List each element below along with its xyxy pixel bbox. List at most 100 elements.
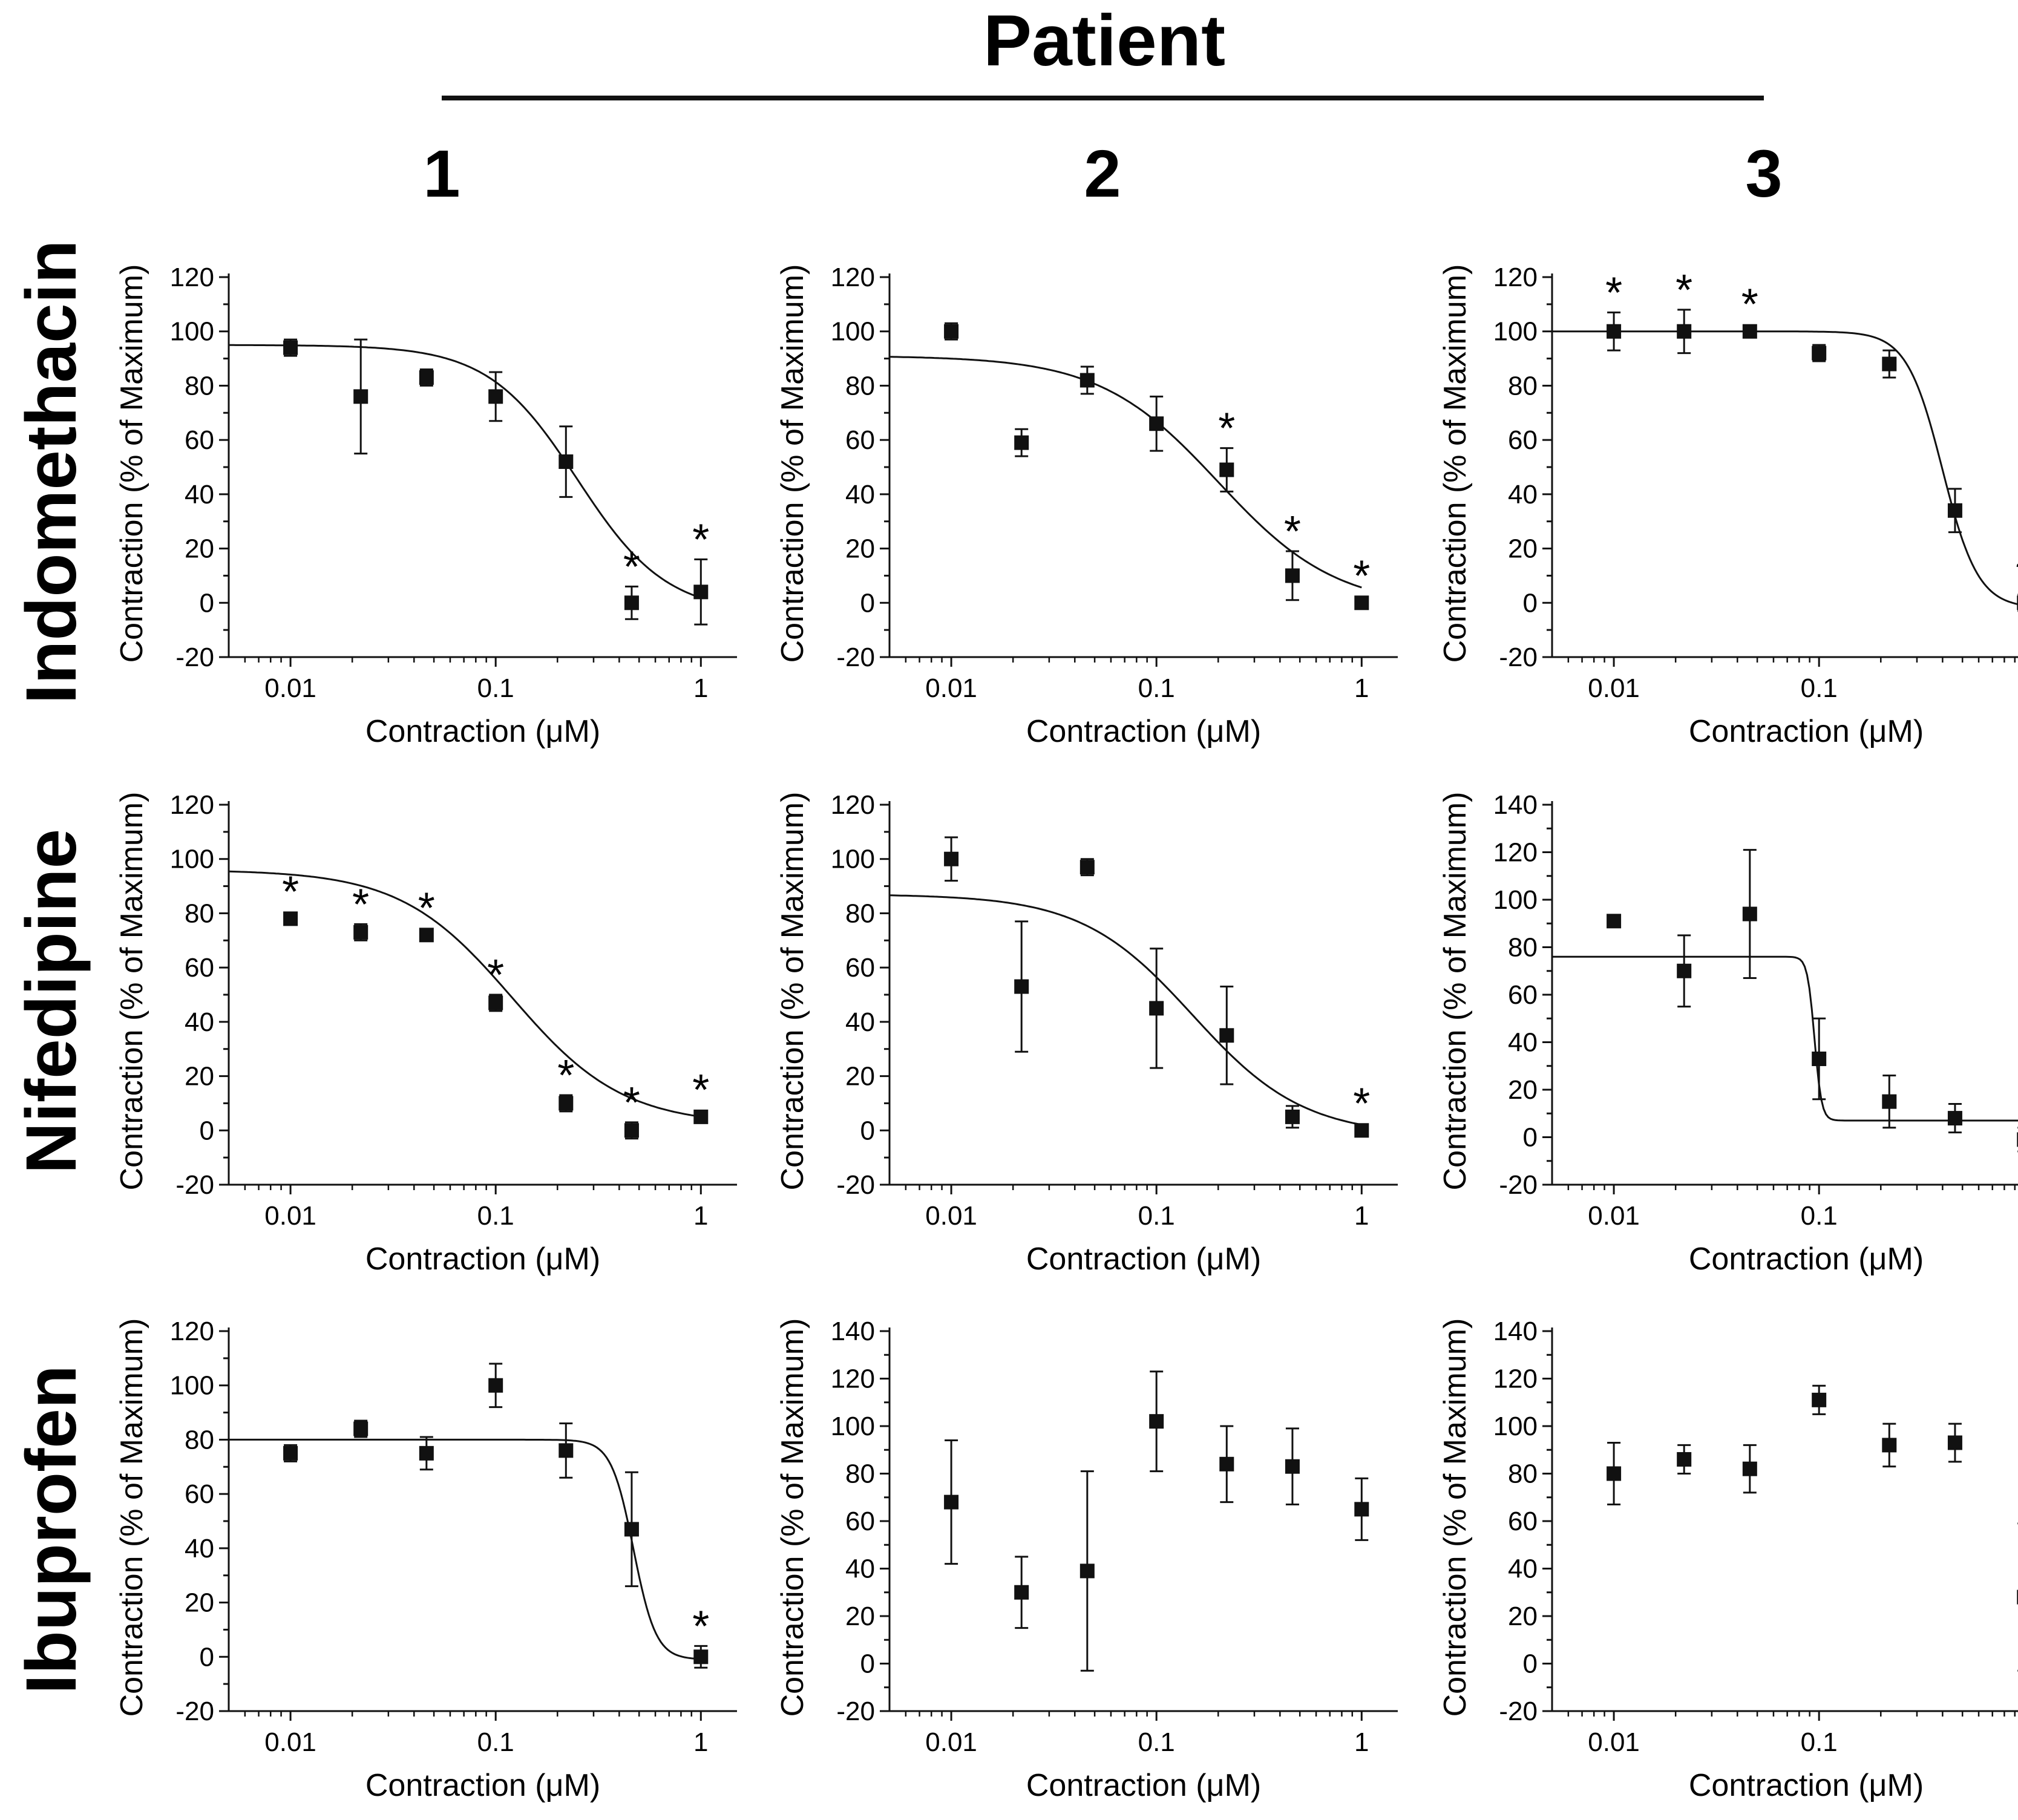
panel-nifedipine-p1-sig-star-1: * bbox=[352, 880, 369, 929]
panel-nifedipine-p2-fit-curve bbox=[889, 894, 1362, 1126]
panel-indomethacin-p1-point-6 bbox=[693, 584, 709, 600]
panel-ibuprofen-p3-point-5 bbox=[1947, 1435, 1962, 1450]
panel-indomethacin-p3-point-6 bbox=[2017, 595, 2018, 610]
panel-indomethacin-p1-point-5 bbox=[624, 595, 639, 610]
panel-indomethacin-p2-ytick-label-2: 20 bbox=[845, 534, 875, 564]
panel-indomethacin-p3-point-1 bbox=[1677, 324, 1692, 339]
panel-ibuprofen-p2-point-4 bbox=[1219, 1456, 1234, 1471]
panel-ibuprofen-p1-ytick-label-6: 100 bbox=[170, 1371, 214, 1401]
panel-indomethacin-p1-ytick-label-4: 60 bbox=[185, 425, 214, 455]
row-label-nifedipine: Nifedipine bbox=[11, 829, 91, 1174]
panel-nifedipine-p3-y-axis-label: Contraction (% of Maximum) bbox=[1438, 792, 1473, 1191]
panel-nifedipine-p1-ytick-label-6: 100 bbox=[170, 845, 214, 874]
panel-ibuprofen-p3-point-1 bbox=[1677, 1452, 1692, 1467]
panel-nifedipine-p1: -20 0 20 40 60 80 100 120 0.01 0.1 1 Contraction (μ… bbox=[114, 790, 737, 1277]
panel-ibuprofen-p3-ytick-label-2: 20 bbox=[1508, 1602, 1538, 1631]
panel-nifedipine-p2-ytick-label-3: 40 bbox=[845, 1007, 875, 1037]
panel-indomethacin-p2-ytick-label-0: -20 bbox=[836, 643, 875, 672]
row-label-indomethacin: Indomethacin bbox=[11, 240, 91, 704]
panel-ibuprofen-p2-y-axis-label: Contraction (% of Maximum) bbox=[775, 1318, 810, 1717]
panel-indomethacin-p3-point-2 bbox=[1742, 324, 1757, 339]
panel-indomethacin-p3-fit-curve bbox=[1552, 330, 2018, 606]
panel-nifedipine-p2-y-axis-label: Contraction (% of Maximum) bbox=[775, 792, 810, 1191]
panel-ibuprofen-p1-ytick-label-4: 60 bbox=[185, 1479, 214, 1509]
panel-nifedipine-p1-y-axis-label: Contraction (% of Maximum) bbox=[114, 792, 149, 1191]
panel-nifedipine-p1-point-5 bbox=[624, 1123, 639, 1138]
panel-indomethacin-p2-ytick-label-1: 0 bbox=[860, 588, 875, 618]
panel-nifedipine-p1-ytick-label-2: 20 bbox=[185, 1062, 214, 1092]
panel-ibuprofen-p1-point-3 bbox=[488, 1378, 503, 1393]
panel-indomethacin-p1-xtick-label-0: 0.01 bbox=[264, 673, 316, 703]
panel-indomethacin-p2-ytick-label-4: 60 bbox=[845, 425, 875, 455]
panel-nifedipine-p1-sig-star-6: * bbox=[692, 1066, 709, 1115]
panel-ibuprofen-p2-point-2 bbox=[1079, 1563, 1095, 1579]
panel-indomethacin-p1-sig-star-6: * bbox=[692, 516, 709, 565]
panel-ibuprofen-p1-point-4 bbox=[559, 1443, 574, 1458]
panel-ibuprofen-p3-point-6 bbox=[2017, 1589, 2018, 1605]
panel-ibuprofen-p2-ytick-label-3: 40 bbox=[845, 1554, 875, 1584]
panel-nifedipine-p2-point-3 bbox=[1149, 1001, 1164, 1016]
panel-nifedipine-p1-sig-star-0: * bbox=[282, 868, 299, 916]
panel-ibuprofen-p2-xtick-label-1: 0.1 bbox=[1138, 1727, 1175, 1757]
panel-nifedipine-p3-ytick-label-2: 20 bbox=[1508, 1075, 1538, 1105]
panel-indomethacin-p3-xtick-label-0: 0.01 bbox=[1588, 673, 1640, 703]
panel-ibuprofen-p3-ytick-label-7: 120 bbox=[1493, 1364, 1538, 1394]
panel-ibuprofen-p2-ytick-label-7: 120 bbox=[831, 1364, 875, 1394]
panel-nifedipine-p3-point-1 bbox=[1677, 963, 1692, 978]
panel-nifedipine-p2-point-6 bbox=[1354, 1123, 1369, 1138]
panel-ibuprofen-p3-xtick-label-2: 1 bbox=[2017, 1727, 2018, 1757]
panel-nifedipine-p3-ytick-label-4: 60 bbox=[1508, 980, 1538, 1010]
panel-ibuprofen-p3-point-2 bbox=[1742, 1461, 1757, 1476]
panel-indomethacin-p1-point-3 bbox=[488, 389, 503, 404]
panel-indomethacin-p1: -20 0 20 40 60 80 100 120 0.01 0.1 1 Contraction (μ… bbox=[114, 263, 737, 749]
panel-nifedipine-p2-point-5 bbox=[1285, 1109, 1300, 1124]
panel-indomethacin-p3-xtick-label-1: 0.1 bbox=[1801, 673, 1838, 703]
panel-indomethacin-p1-fit-curve bbox=[229, 344, 701, 599]
panel-ibuprofen-p2-ytick-label-5: 80 bbox=[845, 1459, 875, 1489]
panel-nifedipine-p3-ytick-label-7: 120 bbox=[1493, 838, 1538, 868]
panel-ibuprofen-p1-xtick-label-1: 0.1 bbox=[477, 1727, 514, 1757]
panel-indomethacin-p1-point-4 bbox=[559, 454, 574, 470]
panel-indomethacin-p2-ytick-label-7: 120 bbox=[831, 263, 875, 292]
panel-indomethacin-p1-point-2 bbox=[419, 370, 434, 385]
panel-ibuprofen-p1: -20 0 20 40 60 80 100 120 0.01 0.1 1 Contraction (μ… bbox=[114, 1317, 737, 1803]
panel-indomethacin-p3-y-axis-label: Contraction (% of Maximum) bbox=[1438, 264, 1473, 663]
panel-indomethacin-p2-xtick-label-2: 1 bbox=[1354, 673, 1369, 703]
panel-indomethacin-p2-point-1 bbox=[1014, 435, 1029, 450]
panel-ibuprofen-p2-ytick-label-2: 20 bbox=[845, 1602, 875, 1631]
panel-ibuprofen-p2-point-6 bbox=[1354, 1502, 1369, 1517]
panel-indomethacin-p2-point-6 bbox=[1354, 595, 1369, 610]
patient-number-2: 2 bbox=[1084, 137, 1121, 211]
panel-indomethacin-p3-ytick-label-6: 100 bbox=[1493, 317, 1538, 347]
panel-ibuprofen-p1-xtick-label-0: 0.01 bbox=[264, 1727, 316, 1757]
panel-indomethacin-p3-ytick-label-4: 60 bbox=[1508, 425, 1538, 455]
panel-ibuprofen-p1-point-1 bbox=[353, 1421, 369, 1436]
panel-indomethacin-p1-sig-star-5: * bbox=[623, 543, 640, 591]
panel-indomethacin-p2-sig-star-5: * bbox=[1284, 508, 1301, 556]
panel-indomethacin-p2-point-3 bbox=[1149, 416, 1164, 431]
panel-indomethacin-p3-ytick-label-1: 0 bbox=[1523, 588, 1538, 618]
panel-indomethacin-p1-ytick-label-5: 80 bbox=[185, 371, 214, 401]
panel-nifedipine-p3-xtick-label-1: 0.1 bbox=[1801, 1201, 1838, 1231]
panel-nifedipine-p1-ytick-label-1: 0 bbox=[200, 1116, 214, 1145]
panel-nifedipine-p1-sig-star-4: * bbox=[557, 1052, 574, 1100]
panel-ibuprofen-p2: -20 0 20 40 60 80 100 120 140 0.01 0.1 1 Contraction… bbox=[775, 1317, 1398, 1803]
panel-ibuprofen-p1-sig-star-6: * bbox=[692, 1602, 709, 1651]
panel-nifedipine-p1-point-3 bbox=[488, 995, 503, 1010]
panel-nifedipine-p2-ytick-label-0: -20 bbox=[836, 1170, 875, 1200]
panel-indomethacin-p3-ytick-label-2: 20 bbox=[1508, 534, 1538, 564]
panel-nifedipine-p1-point-0 bbox=[283, 911, 298, 926]
panel-indomethacin-p1-ytick-label-1: 0 bbox=[200, 588, 214, 618]
panel-nifedipine-p2-xtick-label-1: 0.1 bbox=[1138, 1201, 1175, 1231]
panel-nifedipine-p1-ytick-label-5: 80 bbox=[185, 899, 214, 928]
panel-ibuprofen-p3-xtick-label-1: 0.1 bbox=[1801, 1727, 1838, 1757]
panel-indomethacin-p3-ytick-label-5: 80 bbox=[1508, 371, 1538, 401]
panel-indomethacin-p1-ytick-label-2: 20 bbox=[185, 534, 214, 564]
panel-ibuprofen-p3-y-axis-label: Contraction (% of Maximum) bbox=[1438, 1318, 1473, 1717]
panel-ibuprofen-p1-x-axis-label: Contraction (μM) bbox=[365, 1768, 600, 1803]
panel-ibuprofen-p3-point-4 bbox=[1882, 1438, 1897, 1453]
panel-nifedipine-p2: -20 0 20 40 60 80 100 120 0.01 0.1 1 Contraction (μ… bbox=[775, 790, 1398, 1277]
panel-nifedipine-p1-fit-curve bbox=[228, 870, 701, 1118]
